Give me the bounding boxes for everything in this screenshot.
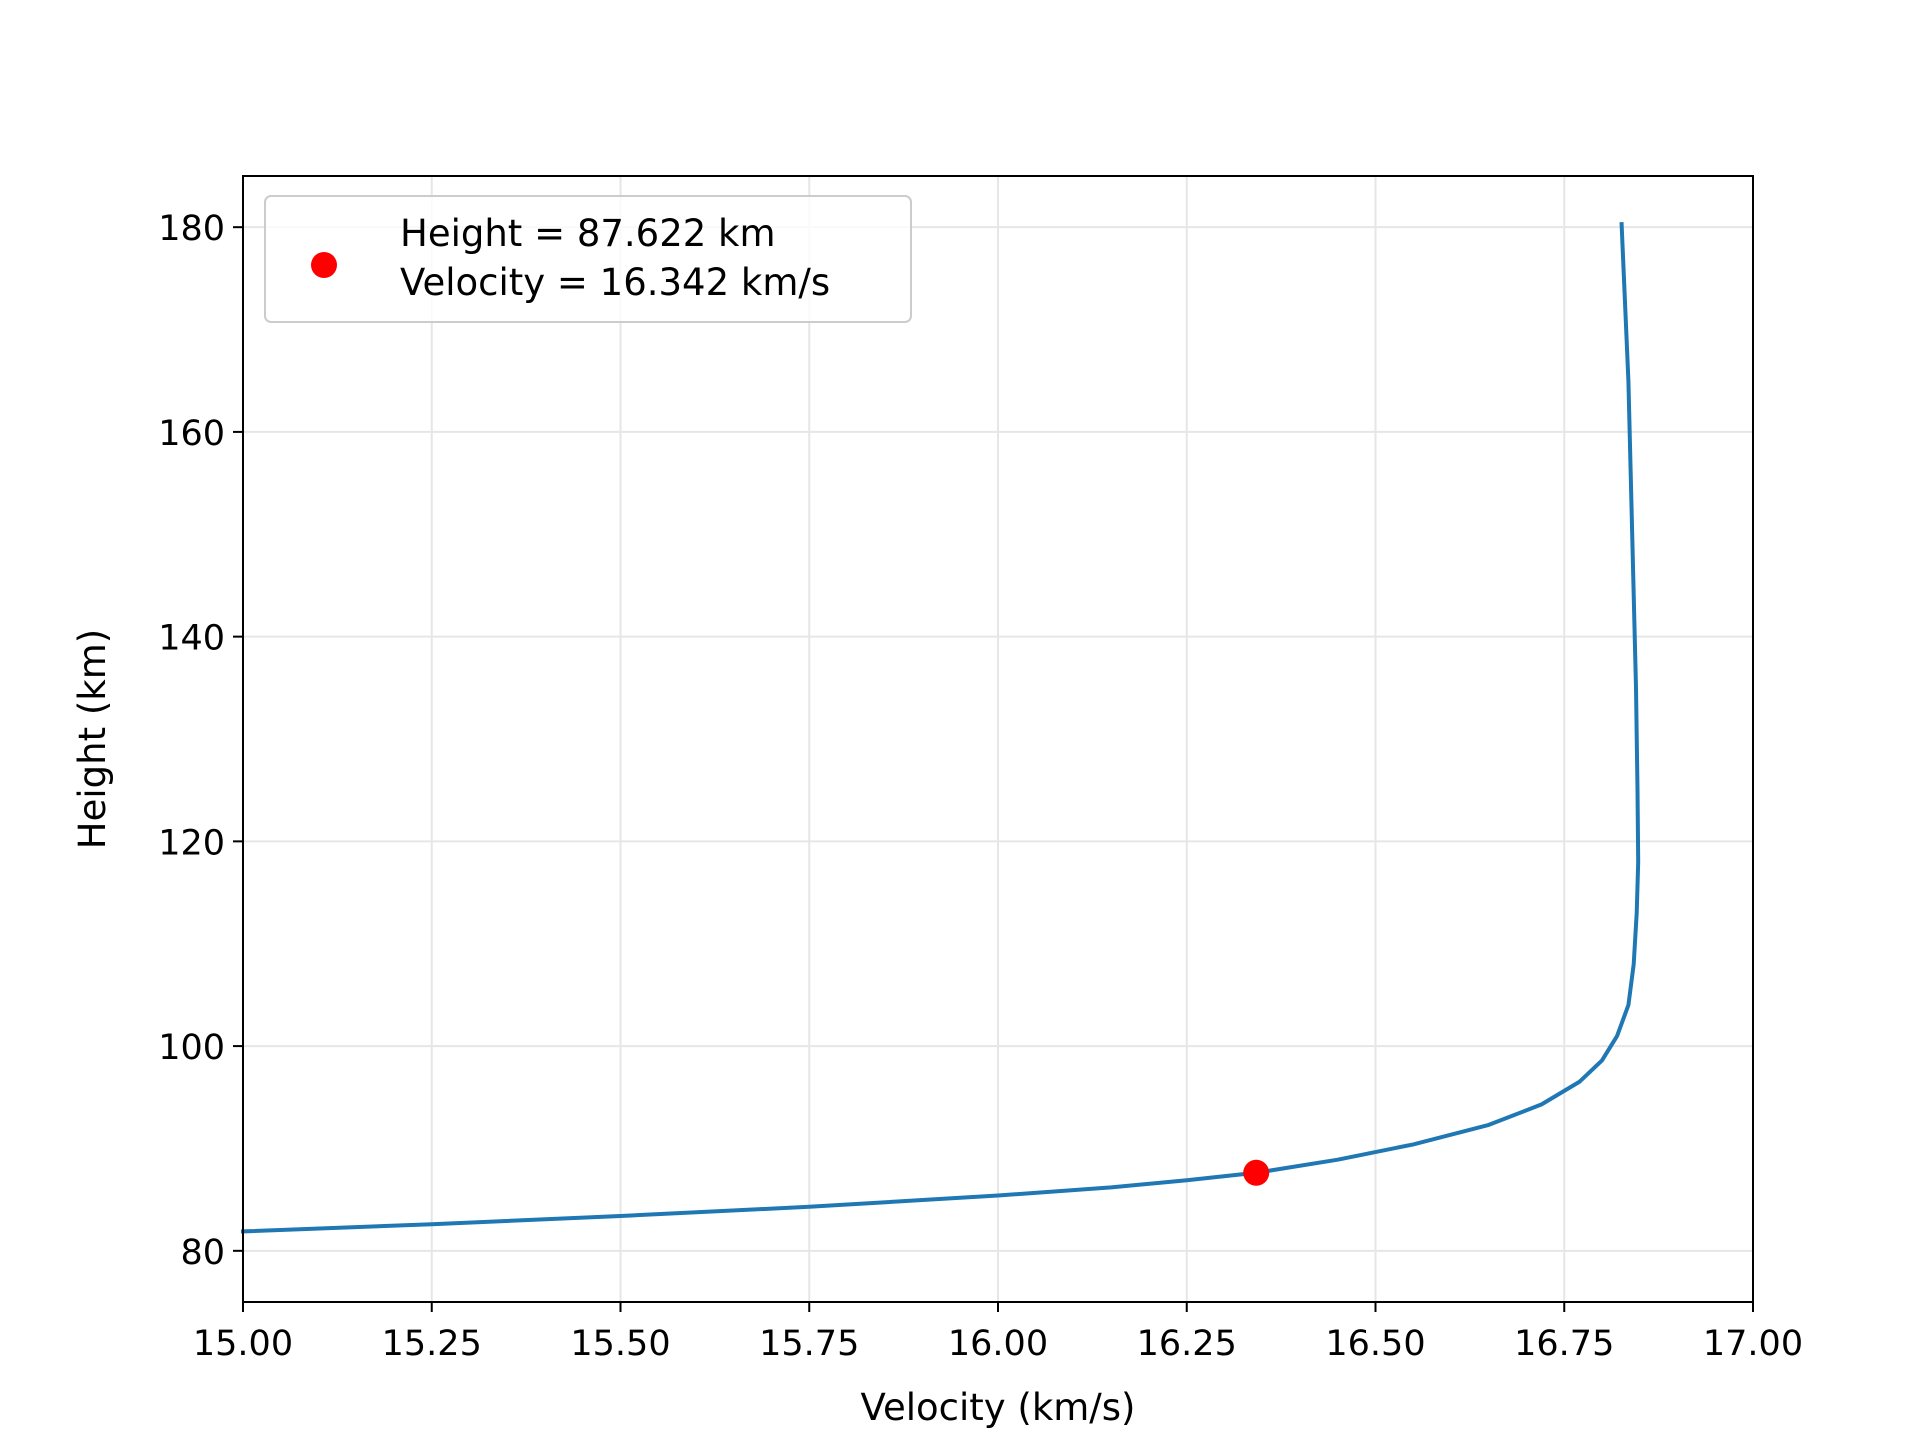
x-tick-label: 16.25 bbox=[1137, 1324, 1237, 1364]
legend-line-height: Height = 87.622 km bbox=[400, 212, 776, 255]
x-tick-label: 15.00 bbox=[193, 1324, 293, 1364]
y-axis-label: Height (km) bbox=[71, 629, 114, 849]
highlight-point bbox=[1243, 1159, 1270, 1186]
x-tick-label: 15.25 bbox=[382, 1324, 482, 1364]
legend-box bbox=[264, 195, 912, 323]
legend-marker bbox=[311, 252, 337, 278]
y-tick-label: 80 bbox=[180, 1233, 225, 1273]
x-tick-label: 15.75 bbox=[759, 1324, 859, 1364]
y-tick-label: 140 bbox=[158, 619, 225, 659]
x-tick-label: 16.50 bbox=[1325, 1324, 1425, 1364]
x-tick-label: 17.00 bbox=[1703, 1324, 1803, 1364]
x-axis-label: Velocity (km/s) bbox=[861, 1386, 1136, 1429]
legend-line-velocity: Velocity = 16.342 km/s bbox=[400, 261, 830, 304]
legend: Height = 87.622 km Velocity = 16.342 km/… bbox=[264, 195, 912, 323]
x-tick-label: 15.50 bbox=[570, 1324, 670, 1364]
y-tick-label: 160 bbox=[158, 414, 225, 454]
x-tick-label: 16.75 bbox=[1514, 1324, 1614, 1364]
highlight-layer bbox=[1243, 1159, 1270, 1186]
x-axis-ticks: 15.00 15.25 15.50 15.75 16.00 16.25 16.50 16.75… bbox=[193, 1302, 1803, 1364]
velocity-height-line bbox=[240, 222, 1641, 1234]
y-tick-label: 180 bbox=[158, 209, 225, 249]
y-tick-label: 120 bbox=[158, 823, 225, 863]
y-tick-label: 100 bbox=[158, 1028, 225, 1068]
series-layer bbox=[240, 222, 1641, 1234]
x-tick-label: 16.00 bbox=[948, 1324, 1048, 1364]
y-axis-ticks: 80 100 120 140 160 180 bbox=[158, 209, 243, 1273]
